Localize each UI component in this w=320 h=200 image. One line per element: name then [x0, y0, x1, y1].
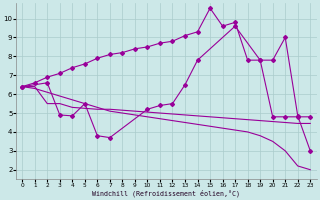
- X-axis label: Windchill (Refroidissement éolien,°C): Windchill (Refroidissement éolien,°C): [92, 189, 240, 197]
